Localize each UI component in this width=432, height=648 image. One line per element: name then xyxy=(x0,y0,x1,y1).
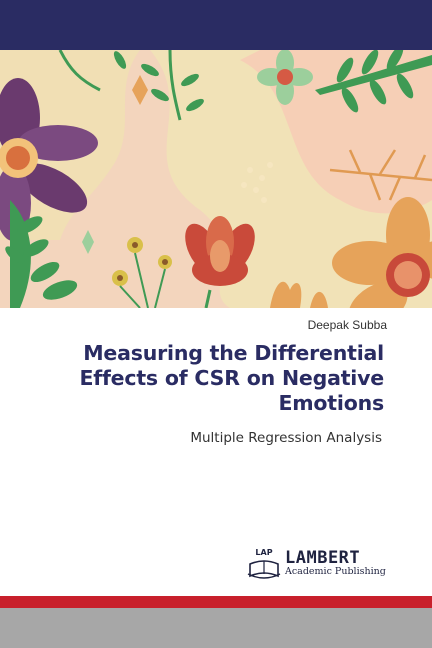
gray-band xyxy=(0,608,432,648)
red-band xyxy=(0,596,432,608)
book-logo-icon: LAP xyxy=(247,548,281,579)
publisher-tagline: Academic Publishing xyxy=(285,566,386,577)
book-title: Measuring the Differential Effects of CS… xyxy=(79,341,384,415)
publisher-name: LAMBERT xyxy=(285,548,361,568)
bottom-bands xyxy=(0,596,432,648)
book-subtitle: Multiple Regression Analysis xyxy=(190,430,382,446)
logo-letters: LAP xyxy=(255,548,272,557)
floral-illustration xyxy=(0,50,432,308)
publisher-logo-block: LAP LAMBERT Academic Publishing xyxy=(245,546,390,582)
author-name: Deepak Subba xyxy=(307,318,387,332)
top-navy-band xyxy=(0,0,432,50)
